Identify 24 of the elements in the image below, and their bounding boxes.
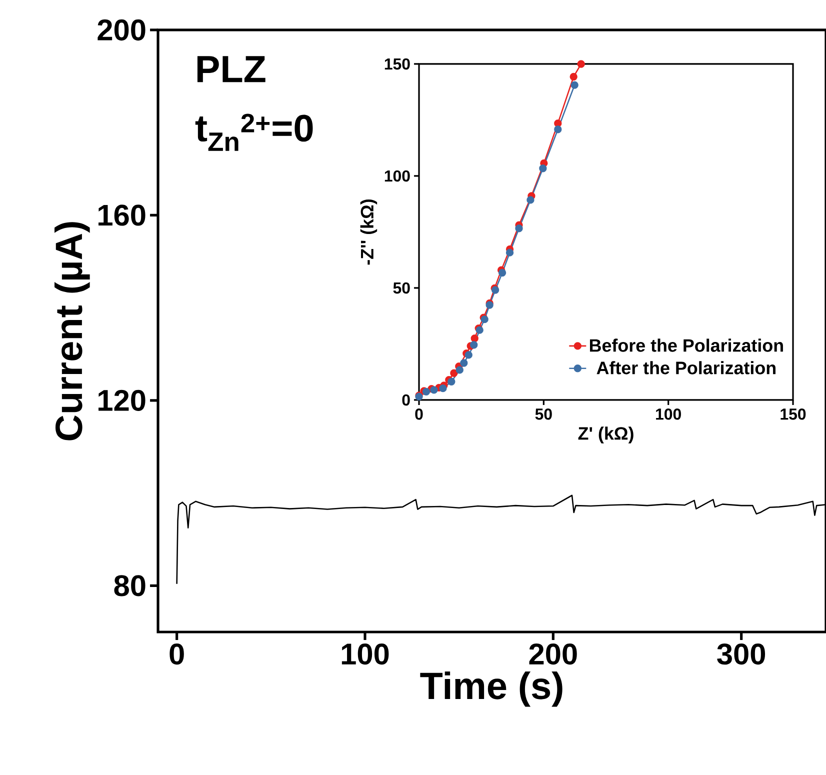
legend-label: After the Polarization — [596, 361, 776, 374]
x-tick-label: 150 — [780, 408, 806, 420]
y-tick-label: 80 — [114, 575, 146, 596]
y-tick-label: 200 — [98, 19, 146, 41]
x-axis-title: Time (s) — [420, 672, 562, 707]
x-axis-title: Z' (kΩ) — [578, 426, 634, 444]
annotation: t$_{Zn}$$^{2+}$=0 — [195, 114, 313, 151]
y-tick-label: 0 — [402, 394, 410, 406]
x-tick-label: 100 — [656, 408, 681, 420]
y-tick-label: 150 — [384, 58, 410, 70]
x-tick-label: 0 — [170, 643, 184, 665]
y-tick-label: 50 — [393, 282, 410, 294]
y-tick-label: 120 — [98, 390, 146, 412]
x-tick-label: 0 — [415, 408, 423, 420]
x-tick-label: 100 — [342, 643, 389, 665]
y-axis-title: -Z'' (kΩ) — [360, 200, 378, 265]
y-axis-title: Current (µA) — [54, 222, 90, 440]
x-tick-label: 300 — [717, 643, 766, 665]
y-tick-label: 100 — [384, 170, 410, 182]
y-tick-label: 160 — [98, 204, 146, 226]
annotation: PLZ — [197, 56, 266, 82]
legend-label: Before the Polarization — [590, 338, 783, 352]
x-tick-label: 50 — [535, 408, 552, 420]
x-tick-label: 200 — [529, 643, 577, 665]
